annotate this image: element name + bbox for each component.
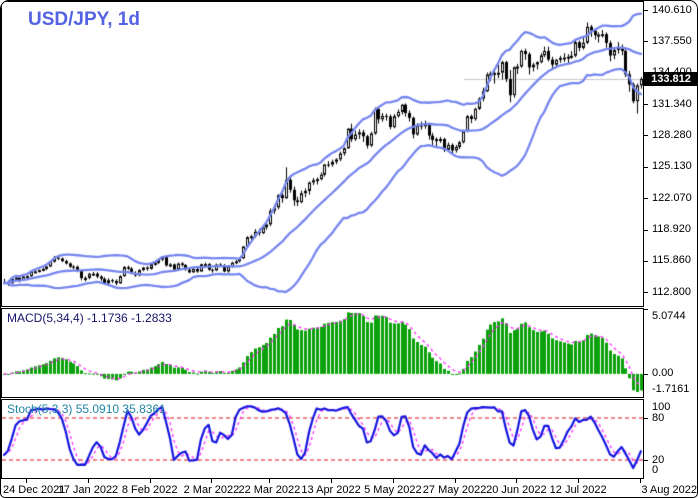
price-axis-label: 115.860 [652,254,691,267]
time-axis-label: 12 Jul 2022 [549,484,607,496]
price-axis-label: 118.920 [652,223,691,236]
price-panel: USD/JPY, 1d [1,1,644,307]
price-axis-label: 112.800 [652,285,691,298]
price-axis-tick [644,292,648,293]
time-axis-label: 2 Mar 2022 [183,484,240,496]
time-axis-tick [455,479,456,483]
price-axis-label: 137.550 [652,34,692,47]
stoch-axis-label: 80 [652,412,665,424]
macd-axis-label: 0.00 [652,366,674,379]
time-axis-tick [26,479,27,483]
price-axis-tick [644,230,648,231]
stoch-axis-label: 0 [652,464,659,476]
price-axis-label: 122.070 [652,191,692,204]
price-axis[interactable]: 140.610137.550134.400131.340128.280125.1… [644,1,697,307]
price-axis-tick [644,41,648,42]
macd-axis-tick [644,309,648,310]
macd-axis[interactable]: 5.0744 0.00 -1.7161 [644,308,697,398]
price-axis-label: 125.130 [652,160,692,173]
time-axis-tick [578,479,579,483]
time-axis-tick [211,479,212,483]
stoch-axis-tick [644,418,648,419]
stoch-axis-tick [644,460,648,461]
stoch-panel: Stoch(5,3,3) 55.0910 35.8361 [1,399,644,479]
time-axis-tick [516,479,517,483]
price-axis-label: 131.340 [652,97,692,110]
time-axis-label: 27 May 2022 [422,484,487,496]
stoch-axis-label: 20 [652,454,665,466]
time-axis-label: 22 Mar 2022 [238,484,301,496]
time-axis-tick [150,479,151,483]
time-axis-label: 3 Aug 2022 [641,484,697,496]
price-axis-tick [644,261,648,262]
price-axis-label: 128.280 [652,128,692,141]
time-axis-label: 24 Dec 2021 [3,484,66,496]
time-axis-tick [331,479,332,483]
stoch-chart-canvas[interactable] [2,400,643,478]
price-axis-label: 140.610 [652,3,692,16]
current-price-tag: 133.812 [644,72,697,86]
time-axis-tick [88,479,89,483]
stoch-indicator-label: Stoch(5,3,3) 55.0910 35.8361 [7,402,166,416]
macd-axis-label: 5.0744 [652,310,686,322]
time-axis-tick [269,479,270,483]
price-chart-canvas[interactable] [2,2,643,306]
macd-axis-tick [644,374,648,375]
macd-indicator-label: MACD(5,34,4) -1.1736 -1.2833 [7,311,172,325]
price-axis-tick [644,198,648,199]
macd-panel: MACD(5,34,4) -1.1736 -1.2833 [1,308,644,398]
price-axis-tick [644,10,648,11]
symbol-title: USD/JPY, 1d [28,9,140,30]
stoch-axis-label: 100 [652,401,671,413]
time-axis-label: 8 Feb 2022 [121,484,178,496]
time-axis-label: 17 Jan 2022 [57,484,119,496]
time-axis-tick [640,479,641,483]
price-axis-tick [644,104,648,105]
stoch-axis[interactable]: 100 80 20 0 [644,399,697,479]
price-axis-tick [644,167,648,168]
time-axis[interactable]: 24 Dec 2021 17 Jan 2022 8 Feb 2022 2 Mar 20… [1,479,697,497]
time-axis-label: 20 Jun 2022 [486,484,547,496]
time-axis-label: 13 Apr 2022 [301,484,361,496]
macd-chart-canvas[interactable] [2,309,643,397]
macd-axis-label: -1.7161 [652,383,690,395]
time-axis-label: 5 May 2022 [364,484,422,496]
price-axis-tick [644,135,648,136]
time-axis-tick [393,479,394,483]
